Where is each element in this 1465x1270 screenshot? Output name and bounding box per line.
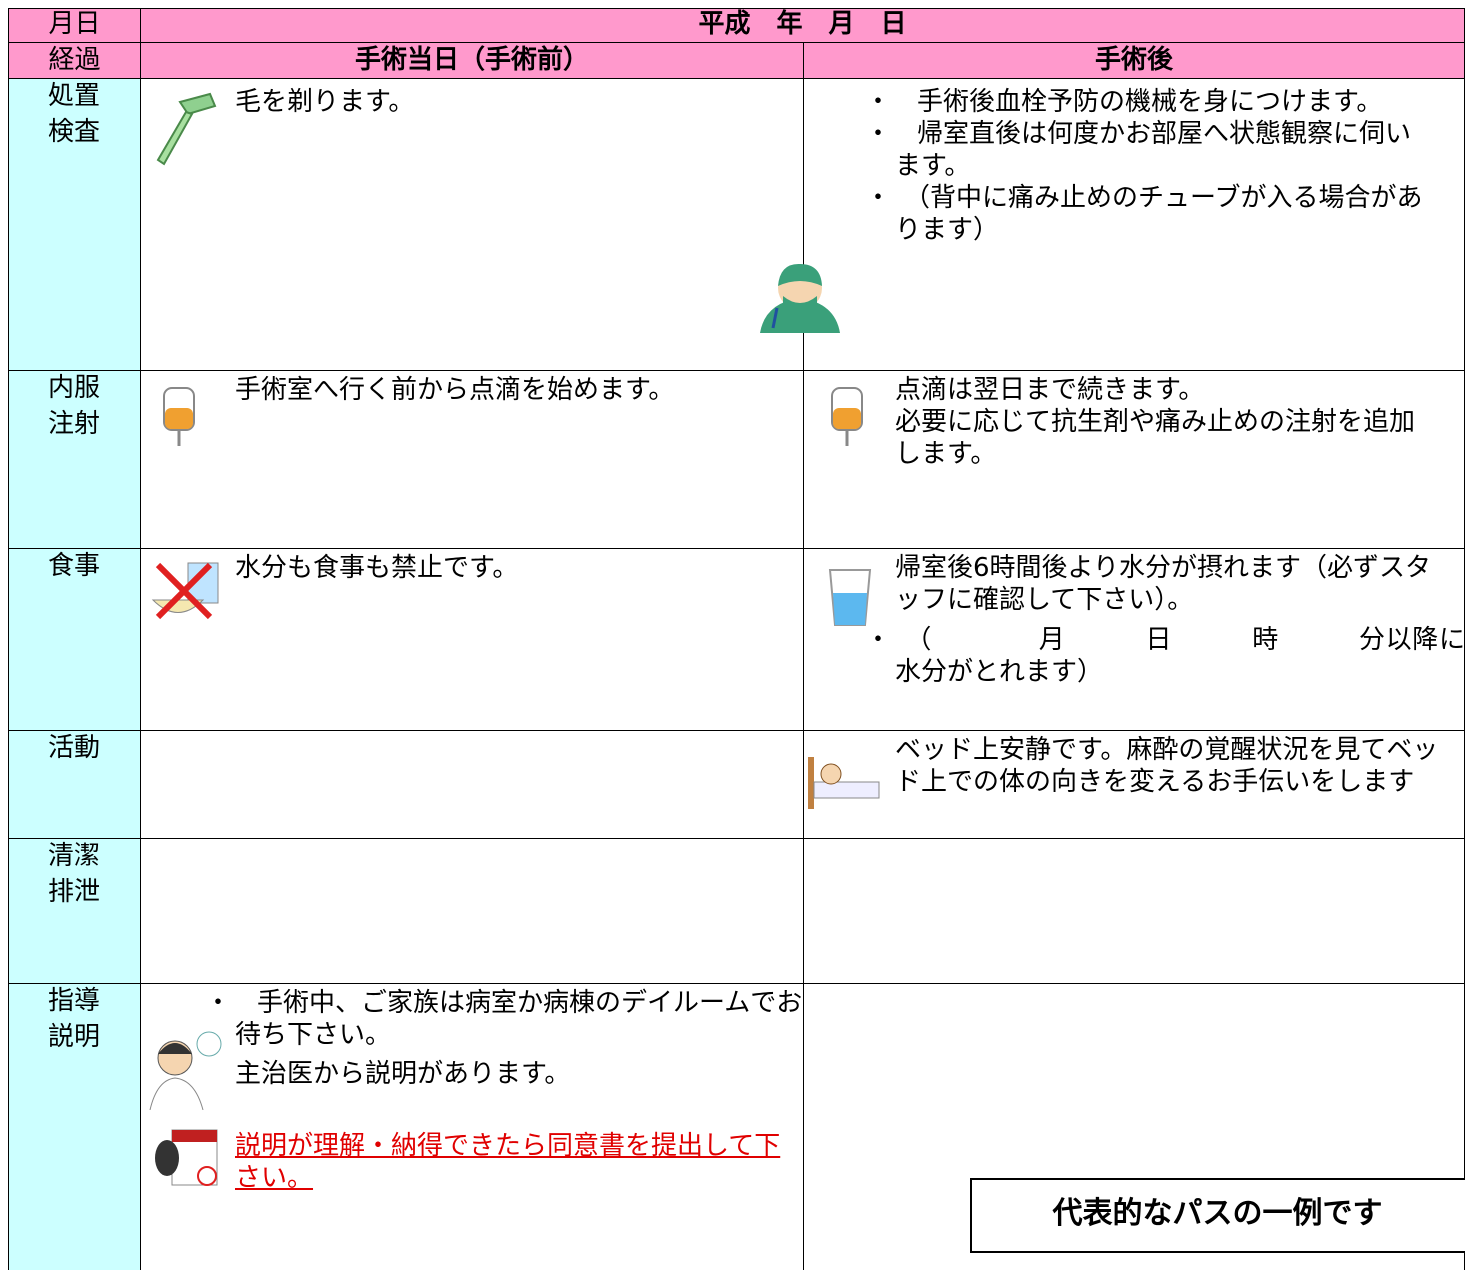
text: ベッド上安静です。麻酔の覚醒状況を見てベッド上での体の向きを変えるお手伝いをしま… [895,735,1439,797]
label-cell [8,78,141,371]
label-cell [8,548,141,731]
surgeon-icon [760,263,840,333]
pre-cell [140,78,804,371]
consent-icon [155,1129,218,1186]
text: ・ （ 月 日 時 分以降に水分がとれます） [865,625,1465,687]
row-label: 排泄 [48,877,101,907]
cell [140,42,804,79]
post-cell [803,838,1465,984]
phase-pre: 手術当日（手術前） [354,45,589,75]
cell [140,8,1465,43]
phase-label: 経過 [48,45,101,75]
note: 代表的なパスの一例です [1052,1196,1383,1231]
row-label: 注射 [48,409,101,439]
row-label: 指導 [48,986,101,1016]
row-label: 食事 [48,551,101,581]
no-food-icon [151,562,219,620]
list: 点滴は翌日まで続きます。 必要に応じて抗生剤や痛み止めの注射を追加します。 [895,374,1440,470]
text: ・ 手術後血栓予防の機械を身につけます。 [865,87,1383,117]
row-label: 内服 [48,373,101,403]
row-label: 処置 [48,81,101,111]
text: ・ （背中に痛み止めのチューブが入る場合があります） [865,183,1423,245]
razor-icon [156,92,217,166]
pre-cell [140,730,804,839]
iv-icon [163,387,195,446]
iv-icon [831,387,863,446]
text: 点滴は翌日まで続きます。 [895,375,1205,405]
text: 必要に応じて抗生剤や痛み止めの注射を追加します。 [895,407,1416,469]
date-value: 平成 年 月 日 [698,9,907,39]
text: 毛を剃ります。 [235,87,415,117]
row-label: 検査 [48,117,101,147]
phase-post: 手術後 [1094,45,1173,75]
note-box [970,1178,1465,1253]
consent-text: 説明が理解・納得できたら同意書を提出して下さい。 [235,1131,781,1193]
row-label: 清潔 [48,841,101,871]
cup-icon [828,569,872,626]
cell [8,8,141,43]
text: ・ 帰室直後は何度かお部屋へ状態観察に伺います。 [865,119,1412,181]
label-cell [8,838,141,984]
label-cell [8,370,141,549]
text: 手術室へ行く前から点滴を始めます。 [235,375,675,405]
doctor-icon [149,1031,222,1110]
row-label: 説明 [48,1022,101,1052]
bed-icon [808,757,880,809]
date-label: 月日 [48,9,101,39]
text: ・ 手術中、ご家族は病室か病棟のデイルームでお待ち下さい。 [205,988,803,1050]
text: 帰室後6時間後より水分が摂れます（必ずスタッフに確認して下さい）。 [895,553,1432,615]
label-cell [8,730,141,839]
text: 水分も食事も禁止です。 [235,553,519,583]
text: 主治医から説明があります。 [235,1059,571,1089]
list: ・ 手術後血栓予防の機械を身につけます。 ・ 帰室直後は何度かお部屋へ状態観察に… [865,86,1435,246]
row-label: 活動 [48,733,101,763]
pre-cell [140,838,804,984]
